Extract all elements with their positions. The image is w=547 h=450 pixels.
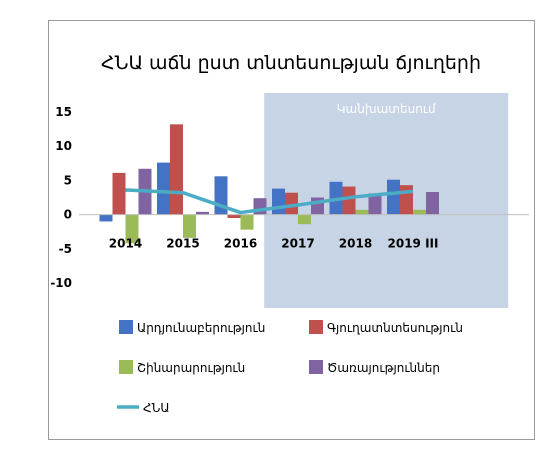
y-tick-label: 15 (55, 105, 72, 119)
x-tick-label: 2014 (109, 237, 142, 251)
legend-swatch (309, 360, 323, 374)
bar (285, 192, 298, 215)
bar (298, 214, 311, 225)
x-tick-label: 2015 (166, 237, 199, 251)
bar (400, 185, 413, 215)
series-line (125, 188, 414, 215)
bar (196, 211, 209, 215)
bar (342, 186, 356, 215)
bar (426, 192, 439, 215)
forecast-label: Կանխատեսում (337, 102, 436, 116)
legend-label: Գյուղատնտեսություն (327, 321, 463, 335)
legend-label: Արդյունաբերություն (137, 321, 265, 335)
chart-svg: ՀՆԱ աճն ըստ տնտեսության ճյուղերի Կանխատե… (50, 52, 529, 415)
y-tick-label: 5 (64, 173, 72, 187)
plot-area: Կանխատեսում 15 10 5 0 -5 -10 2014 2015 2016 2017 20… (50, 93, 529, 308)
bar (157, 162, 170, 215)
bar (99, 214, 113, 222)
bar (413, 209, 426, 215)
x-tick-label: 2017 (281, 237, 314, 251)
bar (355, 209, 369, 215)
bar (227, 214, 241, 219)
y-tick-label: 10 (55, 139, 72, 153)
bar (125, 214, 139, 244)
x-tick-label: 2018 (339, 237, 372, 251)
y-tick-label: -10 (50, 276, 72, 290)
bar (240, 214, 254, 230)
bar (368, 193, 382, 215)
bar (183, 214, 196, 238)
bar (272, 188, 285, 215)
legend-swatch (309, 320, 323, 334)
legend-swatch (119, 360, 133, 374)
chart-title: ՀՆԱ աճն ըստ տնտեսության ճյուղերի (101, 52, 481, 74)
legend: Արդյունաբերություն Գյուղատնտեսություն Շինա… (117, 320, 463, 415)
chart-frame: ՀՆԱ աճն ըստ տնտեսության ճյուղերի Կանխատե… (48, 20, 535, 440)
bar (387, 179, 400, 215)
bar (170, 124, 183, 215)
legend-label: Ծառայություններ (327, 361, 440, 375)
y-tick-label: -5 (59, 242, 72, 256)
legend-swatch (119, 320, 133, 334)
bar (112, 172, 126, 215)
legend-label: Շինարարություն (137, 361, 245, 375)
x-tick-label: 2019 III (388, 237, 439, 251)
x-tick-label: 2016 (224, 237, 257, 251)
legend-label: ՀՆԱ (143, 401, 170, 415)
y-tick-label: 0 (64, 208, 72, 222)
forecast-region (264, 93, 509, 308)
